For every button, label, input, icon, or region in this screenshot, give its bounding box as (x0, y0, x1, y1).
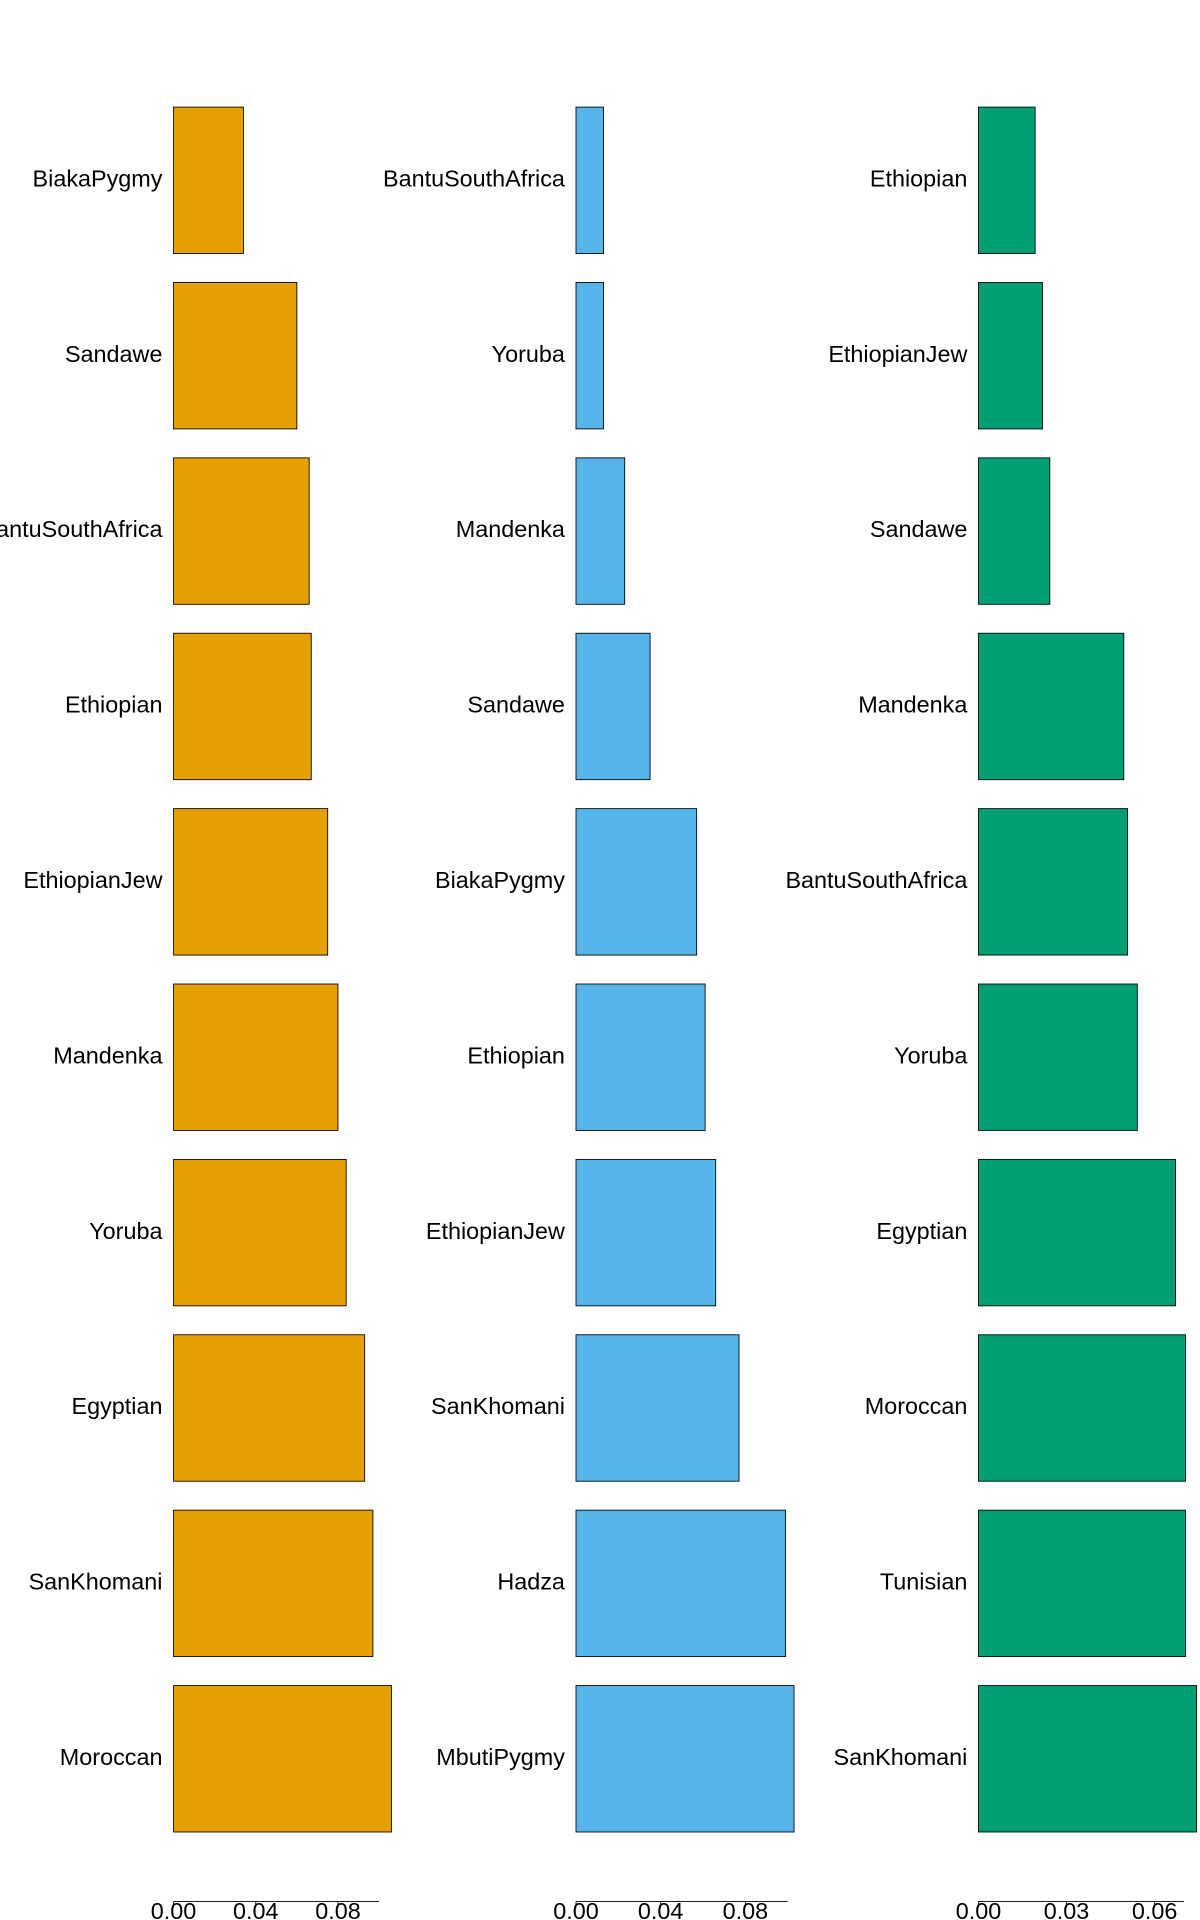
category-label: Egyptian (876, 1218, 967, 1244)
category-label: EthiopianJew (828, 341, 967, 367)
category-label: Tunisian (880, 1569, 968, 1595)
bar (978, 457, 1051, 605)
category-label: EthiopianJew (426, 1218, 565, 1244)
x-tick-label: 0.00 (151, 1898, 196, 1920)
bar (173, 1334, 366, 1482)
x-tick-label: 0.00 (553, 1898, 599, 1920)
bar (575, 808, 698, 956)
category-label: Moroccan (60, 1744, 163, 1770)
bar (173, 282, 298, 430)
bar (173, 457, 310, 605)
bar (978, 632, 1125, 781)
bar (173, 632, 312, 781)
bar (575, 1158, 717, 1307)
bar (978, 106, 1036, 254)
category-label: BantuSouthAfrica (0, 516, 162, 542)
category-label: Mandenka (53, 1042, 162, 1068)
bar (978, 1509, 1186, 1658)
x-tick-label: 0.04 (638, 1898, 684, 1920)
category-label: SanKhomani (834, 1744, 968, 1770)
bar (978, 1685, 1198, 1833)
category-label: Ethiopian (870, 165, 967, 191)
category-label: Yoruba (492, 341, 565, 367)
x-tick-label: 0.03 (1044, 1898, 1090, 1920)
bar (978, 282, 1043, 430)
x-tick-label: 0.06 (1132, 1898, 1178, 1920)
bar (978, 1334, 1186, 1482)
category-label: Sandawe (467, 692, 564, 718)
category-label: Ethiopian (467, 1042, 564, 1068)
category-label: Yoruba (89, 1218, 162, 1244)
bar (173, 1685, 392, 1833)
bar (575, 1685, 795, 1833)
bar (575, 1334, 740, 1482)
bar (173, 1509, 374, 1658)
category-label: Yoruba (894, 1042, 967, 1068)
bar (575, 457, 626, 605)
category-label: Egyptian (71, 1393, 162, 1419)
category-label: MbutiPygmy (436, 1744, 565, 1770)
category-label: SanKhomani (29, 1569, 163, 1595)
category-label: Mandenka (858, 692, 967, 718)
category-label: BiakaPygmy (33, 165, 163, 191)
bar (575, 1509, 787, 1658)
bar (173, 983, 339, 1131)
category-label: Moroccan (865, 1393, 968, 1419)
category-label: Hadza (497, 1569, 565, 1595)
category-label: EthiopianJew (23, 867, 162, 893)
bar (978, 808, 1129, 956)
bar (978, 1158, 1176, 1307)
bar (173, 808, 329, 956)
x-tick-label: 0.08 (315, 1898, 361, 1920)
category-label: Sandawe (870, 516, 967, 542)
category-label: Mandenka (456, 516, 565, 542)
bar (575, 282, 604, 430)
bar (575, 106, 604, 254)
x-tick-label: 0.04 (233, 1898, 279, 1920)
bar (173, 106, 244, 254)
category-label: Ethiopian (65, 692, 162, 718)
category-label: BantuSouthAfrica (785, 867, 967, 893)
category-label: BiakaPygmy (435, 867, 565, 893)
x-tick-label: 0.00 (956, 1898, 1002, 1920)
bar (173, 1158, 347, 1307)
bar (575, 983, 706, 1131)
bar (575, 632, 651, 781)
category-label: BantuSouthAfrica (383, 165, 565, 191)
bar (978, 983, 1138, 1131)
category-label: Sandawe (65, 341, 162, 367)
x-tick-label: 0.08 (723, 1898, 769, 1920)
category-label: SanKhomani (431, 1393, 565, 1419)
